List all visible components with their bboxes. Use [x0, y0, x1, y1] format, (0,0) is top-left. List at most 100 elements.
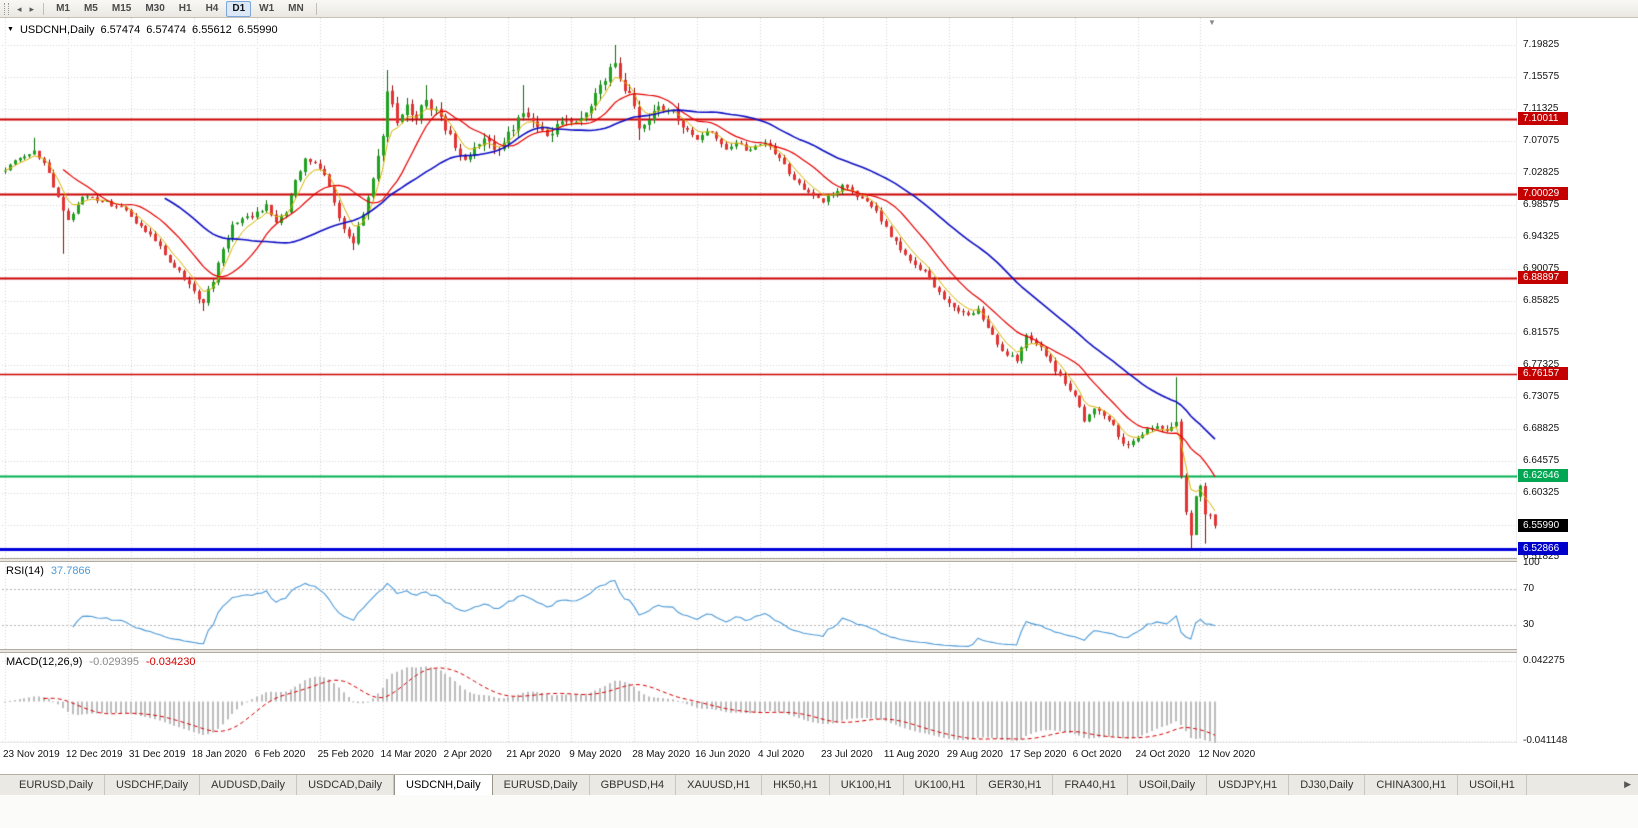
- date-axis-label: 18 Jan 2020: [191, 749, 247, 760]
- date-axis-label: 12 Nov 2020: [1198, 749, 1256, 760]
- price-axis-label: 6.94325: [1523, 230, 1560, 242]
- date-axis-label: 24 Oct 2020: [1135, 749, 1191, 760]
- date-axis-label: 31 Dec 2019: [128, 749, 186, 760]
- chart-window: ▼ USDCNH,Daily 6.57474 6.57474 6.55612 6…: [0, 18, 1638, 774]
- price-line-badge[interactable]: 6.52866: [1518, 542, 1568, 556]
- chart-symbol-period: USDCNH,Daily: [19, 24, 95, 36]
- pane-separator[interactable]: [0, 558, 1638, 562]
- date-axis-label: 6 Oct 2020: [1072, 749, 1122, 760]
- rsi-axis-label: 70: [1523, 583, 1535, 595]
- symbol-dropdown-icon[interactable]: ▼: [7, 26, 14, 33]
- chart-high-value: 6.57474: [146, 24, 187, 36]
- toolbar-separator: [43, 2, 45, 15]
- date-axis[interactable]: 23 Nov 2019 12 Dec 2019 31 Dec 2019 18 Jan …: [0, 743, 1638, 774]
- tab-scroll-right-icon[interactable]: ▶: [1619, 778, 1636, 791]
- timeframe-toolbar: ◂ ▸ M1 M5 M15 M30 H1 H4 D1 W1 MN: [0, 0, 1638, 18]
- scroll-left-icon[interactable]: ◂: [17, 3, 22, 14]
- price-axis[interactable]: 7.19825 7.15575 7.11325 7.07075 7.02825 6.985…: [1517, 18, 1638, 746]
- macd-indicator-label: MACD(12,26,9) -0.029395 -0.034230: [6, 656, 196, 668]
- price-line-badge[interactable]: 6.88897: [1518, 270, 1568, 284]
- date-axis-label: 25 Feb 2020: [317, 749, 374, 760]
- chart-tabs: EURUSD,Daily USDCHF,Daily AUDUSD,Daily USDC…: [8, 775, 1527, 795]
- rsi-name: RSI(14): [6, 565, 44, 577]
- scroll-right-icon[interactable]: ▸: [29, 3, 35, 14]
- rsi-value: 37.7866: [50, 565, 91, 577]
- date-axis-label: 23 Jul 2020: [820, 749, 873, 760]
- chart-tab-XAUUSD,H1[interactable]: XAUUSD,H1: [676, 775, 763, 795]
- timeframe-button-m1[interactable]: M1: [56, 2, 70, 14]
- timeframe-button-m30[interactable]: M30: [145, 2, 165, 14]
- chart-tab-USOil,H1[interactable]: USOil,H1: [1458, 775, 1527, 795]
- price-line-badge[interactable]: 6.76157: [1518, 366, 1568, 380]
- rsi-axis-label: 30: [1523, 618, 1535, 630]
- chart-close-value: 6.55990: [237, 24, 278, 36]
- chart-tab-DJ30,Daily[interactable]: DJ30,Daily: [1289, 775, 1366, 795]
- timeframe-button-d1[interactable]: D1: [226, 0, 252, 17]
- chart-tab-UK100,H1[interactable]: UK100,H1: [903, 775, 978, 795]
- chart-tab-USDCHF,Daily[interactable]: USDCHF,Daily: [104, 775, 201, 795]
- timeframe-button-h1[interactable]: H1: [178, 2, 192, 14]
- chart-low-value: 6.55612: [192, 24, 232, 36]
- status-bar: [0, 795, 1638, 828]
- date-axis-label: 2 Apr 2020: [443, 749, 492, 760]
- chart-tab-bar: EURUSD,Daily USDCHF,Daily AUDUSD,Daily USDC…: [0, 774, 1638, 795]
- chart-tab-USOil,Daily[interactable]: USOil,Daily: [1127, 775, 1208, 795]
- chart-open-value: 6.57474: [100, 24, 141, 36]
- timeframe-button-w1[interactable]: W1: [259, 2, 275, 14]
- chart-tab-UK100,H1[interactable]: UK100,H1: [829, 775, 904, 795]
- chart-tab-CHINA300,H1[interactable]: CHINA300,H1: [1365, 775, 1459, 795]
- date-axis-label: 23 Nov 2019: [3, 749, 60, 760]
- price-axis-label: 7.07075: [1523, 134, 1560, 146]
- price-chart-canvas[interactable]: [0, 18, 1638, 774]
- chart-tab-EURUSD,Daily[interactable]: EURUSD,Daily: [8, 775, 105, 795]
- toolbar-grip[interactable]: [4, 2, 9, 15]
- macd-name: MACD(12,26,9): [6, 656, 83, 668]
- timeframe-button-m15[interactable]: M15: [111, 2, 132, 14]
- price-axis-label: 6.98575: [1523, 198, 1560, 210]
- price-axis-label: 6.64575: [1523, 454, 1560, 466]
- chart-tab-EURUSD,Daily[interactable]: EURUSD,Daily: [492, 775, 590, 795]
- chart-tab-USDCAD,Daily[interactable]: USDCAD,Daily: [297, 775, 395, 795]
- price-line-badge[interactable]: 7.00029: [1518, 187, 1568, 201]
- pane-separator[interactable]: [0, 649, 1638, 653]
- price-line-badge[interactable]: 6.55990: [1518, 518, 1568, 532]
- date-axis-label: 29 Aug 2020: [946, 749, 1003, 760]
- price-axis-label: 6.51825: [1523, 550, 1560, 562]
- chart-tab-AUDUSD,Daily[interactable]: AUDUSD,Daily: [200, 775, 298, 795]
- date-axis-label: 11 Aug 2020: [883, 749, 940, 760]
- price-axis-label: 7.19825: [1523, 39, 1560, 50]
- price-axis-label: 6.90075: [1523, 262, 1560, 274]
- chart-tab-USDJPY,H1[interactable]: USDJPY,H1: [1207, 775, 1290, 795]
- price-axis-label: 6.60325: [1523, 486, 1560, 498]
- date-axis-label: 6 Feb 2020: [254, 749, 306, 760]
- chart-shift-marker[interactable]: ▼: [1208, 18, 1216, 27]
- timeframe-button-m5[interactable]: M5: [83, 2, 98, 14]
- macd-main-value: -0.029395: [89, 656, 139, 668]
- macd-signal-value: -0.034230: [145, 656, 196, 668]
- rsi-axis-label: 100: [1523, 557, 1540, 568]
- chart-title: ▼ USDCNH,Daily 6.57474 6.57474 6.55612 6…: [7, 24, 278, 36]
- toolbar-separator: [315, 2, 317, 15]
- price-axis-label: 6.68825: [1523, 422, 1560, 434]
- date-axis-label: 21 Apr 2020: [506, 749, 561, 760]
- price-axis-label: 7.02825: [1523, 166, 1560, 178]
- timeframe-button-mn[interactable]: MN: [288, 2, 304, 14]
- price-axis-label: 6.85825: [1523, 294, 1560, 306]
- chart-tab-GER30,H1[interactable]: GER30,H1: [977, 775, 1054, 795]
- price-axis-label: 7.11325: [1523, 102, 1559, 114]
- chart-tab-USDCNH,Daily[interactable]: USDCNH,Daily: [394, 775, 493, 795]
- date-axis-label: 4 Jul 2020: [758, 749, 805, 760]
- macd-axis-label: -0.041148: [1523, 735, 1568, 746]
- timeframe-button-h4[interactable]: H4: [205, 2, 219, 14]
- date-axis-label: 16 Jun 2020: [695, 749, 751, 760]
- macd-axis-label: 0.042275: [1523, 655, 1565, 666]
- price-line-badge[interactable]: 6.62646: [1518, 468, 1568, 482]
- chart-tab-HK50,H1[interactable]: HK50,H1: [762, 775, 830, 795]
- chart-tab-GBPUSD,H4[interactable]: GBPUSD,H4: [589, 775, 677, 795]
- date-axis-label: 12 Dec 2019: [65, 749, 123, 760]
- price-axis-label: 7.15575: [1523, 70, 1560, 82]
- chart-tab-FRA40,H1[interactable]: FRA40,H1: [1053, 775, 1128, 795]
- price-line-badge[interactable]: 7.10011: [1518, 111, 1568, 125]
- date-axis-label: 28 May 2020: [632, 749, 691, 760]
